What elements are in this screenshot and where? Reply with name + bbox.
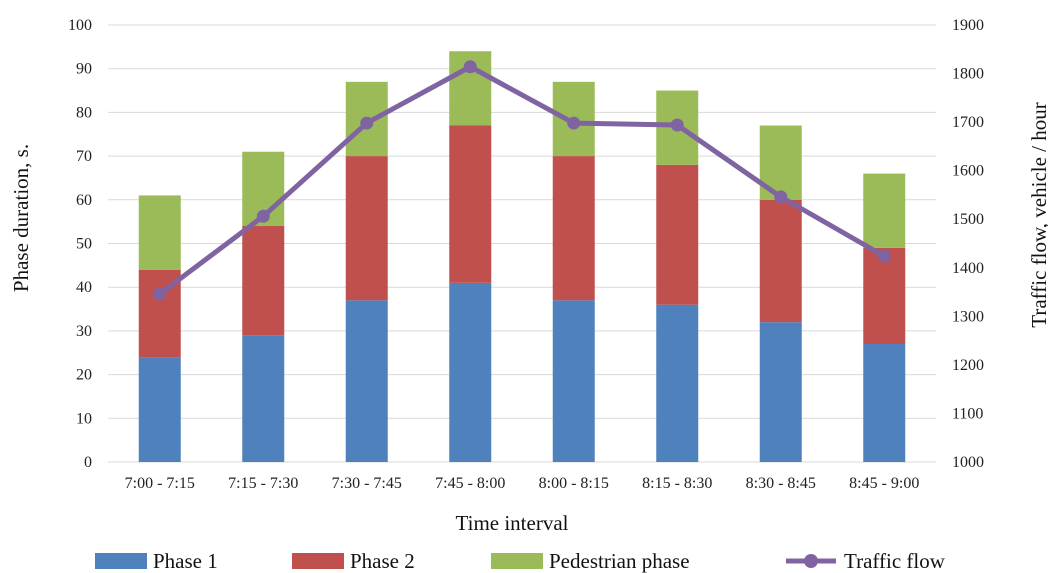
legend: Phase 1 Phase 2 Pedestrian phase Traffic fl… [95, 549, 946, 573]
bar-phase-2 [656, 164, 699, 305]
y2-tick-label: 1100 [952, 405, 983, 422]
legend-label: Pedestrian phase [549, 549, 690, 573]
bar-phase-1 [242, 335, 285, 462]
x-tick-label: 7:00 - 7:15 [125, 475, 195, 492]
bar-phase-1 [449, 282, 492, 462]
y2-tick-label: 1300 [952, 308, 984, 325]
bar-phase-2 [552, 156, 595, 301]
traffic-flow-point [256, 209, 270, 223]
x-tick-label: 8:00 - 8:15 [539, 475, 609, 492]
bar-phase-2 [345, 156, 388, 301]
bar-phase-1 [759, 322, 802, 462]
traffic-flow-point [463, 60, 477, 74]
gridlines [108, 24, 936, 463]
y2-tick-label: 1000 [952, 454, 984, 471]
y2-tick-label: 1900 [952, 17, 984, 34]
y-tick-label: 70 [76, 148, 92, 165]
traffic-flow-point [567, 116, 581, 130]
y-tick-label: 10 [76, 410, 92, 427]
traffic-flow-point [670, 118, 684, 132]
y-tick-label: 20 [76, 367, 92, 384]
y2-tick-label: 1700 [952, 114, 984, 131]
y-tick-label: 40 [76, 279, 92, 296]
x-axis-ticks: 7:00 - 7:15 7:15 - 7:30 7:30 - 7:45 7:45 - … [125, 475, 920, 492]
x-axis-title: Time interval [456, 511, 569, 535]
y-tick-label: 90 [76, 61, 92, 78]
traffic-flow-point [153, 287, 167, 301]
legend-label: Phase 2 [350, 549, 415, 573]
x-tick-label: 8:30 - 8:45 [746, 475, 816, 492]
traffic-flow-line [153, 60, 891, 301]
legend-swatch-pedestrian-phase [491, 553, 543, 569]
y2-tick-label: 1800 [952, 66, 984, 83]
traffic-flow-polyline [158, 64, 886, 296]
bar-phase-1 [552, 300, 595, 462]
legend-label: Traffic flow [844, 549, 946, 573]
left-axis-ticks: 0 10 20 30 40 50 60 70 80 90 100 [68, 17, 92, 471]
y2-tick-label: 1200 [952, 357, 984, 374]
bar-pedestrian-phase [863, 173, 906, 248]
traffic-flow-point [774, 190, 788, 204]
y-axis-title: Phase duration, s. [9, 144, 33, 292]
bar-phase-2 [863, 247, 906, 345]
y-tick-label: 0 [84, 454, 92, 471]
y2-tick-label: 1400 [952, 260, 984, 277]
x-tick-label: 7:45 - 8:00 [435, 475, 505, 492]
y-tick-label: 30 [76, 323, 92, 340]
y-tick-label: 60 [76, 192, 92, 209]
y2-axis-title: Traffic flow, vehicle / hour [1027, 102, 1048, 328]
bar-pedestrian-phase [138, 195, 181, 270]
right-axis-ticks: 1000 1100 1200 1300 1400 1500 1600 1700 1800 1900 [952, 17, 984, 471]
x-tick-label: 8:45 - 9:00 [849, 475, 919, 492]
bar-phase-1 [656, 304, 699, 462]
traffic-flow-point [360, 116, 374, 130]
bar-phase-2 [242, 226, 285, 336]
traffic-flow-point [877, 249, 891, 263]
bar-phase-1 [345, 300, 388, 462]
legend-label: Phase 1 [153, 549, 218, 573]
y-tick-label: 80 [76, 104, 92, 121]
bar-phase-2 [449, 125, 492, 283]
bar-phase-2 [759, 199, 802, 323]
bar-phase-1 [863, 344, 906, 462]
legend-swatch-phase-1 [95, 553, 147, 569]
x-tick-label: 7:30 - 7:45 [332, 475, 402, 492]
bar-phase-1 [138, 357, 181, 462]
bars [138, 51, 906, 462]
y-tick-label: 100 [68, 17, 92, 34]
y2-tick-label: 1600 [952, 163, 984, 180]
y2-tick-label: 1500 [952, 211, 984, 228]
x-tick-label: 8:15 - 8:30 [642, 475, 712, 492]
y-tick-label: 50 [76, 236, 92, 253]
legend-marker-traffic-flow [804, 554, 818, 568]
legend-swatch-phase-2 [292, 553, 344, 569]
x-tick-label: 7:15 - 7:30 [228, 475, 298, 492]
